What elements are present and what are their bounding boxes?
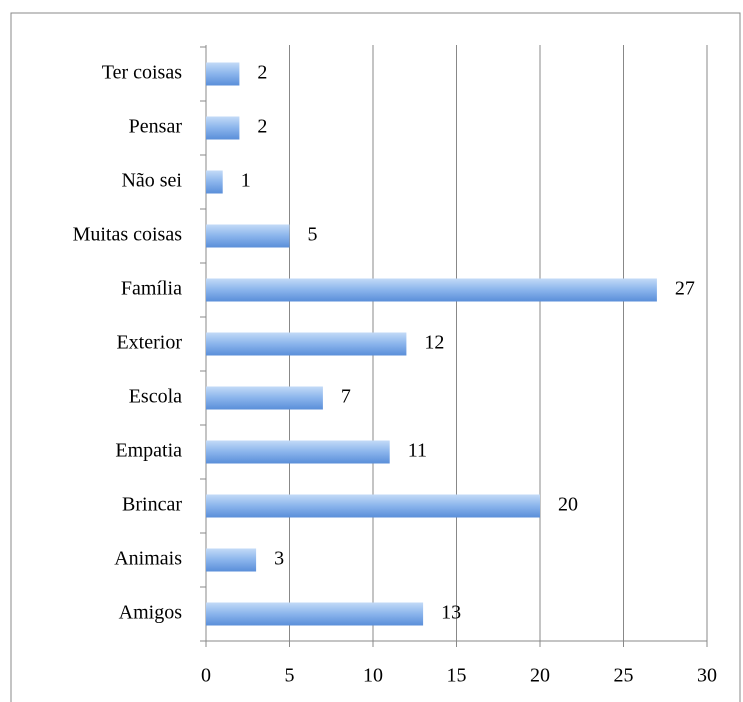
x-tick-label: 0: [201, 665, 211, 687]
value-label: 20: [558, 494, 578, 516]
y-tick-label: Não sei: [121, 170, 182, 192]
bar: [206, 440, 390, 464]
value-label: 11: [408, 440, 427, 462]
value-label: 27: [675, 278, 695, 300]
value-label: 1: [241, 170, 251, 192]
bar: [206, 386, 323, 410]
bar: [206, 62, 240, 86]
x-tick-label: 25: [614, 665, 634, 687]
value-label: 5: [308, 224, 318, 246]
y-tick-label: Brincar: [122, 494, 182, 516]
bar: [206, 278, 657, 302]
x-tick-label: 10: [363, 665, 383, 687]
x-tick-label: 30: [697, 665, 717, 687]
y-tick-label: Exterior: [116, 332, 182, 354]
x-tick-label: 20: [530, 665, 550, 687]
bar: [206, 224, 290, 248]
bar: [206, 548, 257, 572]
y-tick-label: Família: [121, 278, 182, 300]
bar: [206, 602, 424, 626]
y-tick-label: Escola: [129, 386, 182, 408]
bar: [206, 494, 540, 518]
y-tick-label: Amigos: [119, 602, 183, 624]
x-tick-label: 5: [285, 665, 295, 687]
y-tick-label: Ter coisas: [102, 62, 182, 84]
value-label: 13: [441, 602, 461, 624]
bar: [206, 170, 223, 194]
y-tick-label: Muitas coisas: [73, 224, 183, 246]
x-tick-label: 15: [447, 665, 467, 687]
y-tick-label: Empatia: [115, 440, 182, 462]
value-label: 2: [257, 116, 267, 138]
bar: [206, 332, 407, 356]
bar: [206, 116, 240, 140]
value-label: 12: [424, 332, 444, 354]
value-label: 2: [257, 62, 267, 84]
y-tick-label: Pensar: [129, 116, 183, 138]
chart-frame: [10, 12, 741, 702]
value-label: 3: [274, 548, 284, 570]
value-label: 7: [341, 386, 351, 408]
y-tick-label: Animais: [114, 548, 182, 570]
